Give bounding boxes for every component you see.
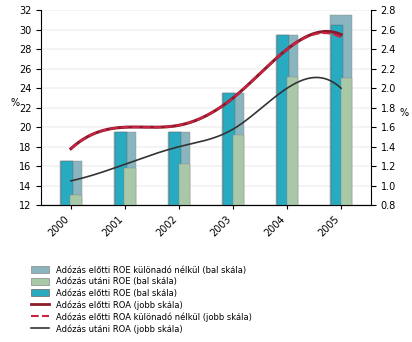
Bar (341, 78, 352, 322)
Y-axis label: %: % (10, 98, 19, 108)
Bar (61, 161, 73, 322)
Bar (330, 15, 352, 322)
Y-axis label: %: % (400, 108, 409, 118)
Bar (60, 161, 82, 322)
Bar (287, 77, 298, 322)
Bar (169, 132, 181, 322)
Bar (331, 25, 343, 322)
Bar (115, 132, 127, 322)
Bar (223, 93, 235, 322)
Bar (114, 132, 136, 322)
Legend: Adózás előtti ROE különadó nélkül (bal skála), Adózás utáni ROE (bal skála), Adó: Adózás előtti ROE különadó nélkül (bal s… (29, 264, 253, 335)
Bar (222, 93, 244, 322)
Bar (276, 35, 298, 322)
Bar (232, 135, 244, 322)
Bar (124, 168, 136, 322)
Bar (178, 164, 190, 322)
Bar (168, 132, 190, 322)
Bar (70, 196, 82, 322)
Bar (277, 35, 289, 322)
